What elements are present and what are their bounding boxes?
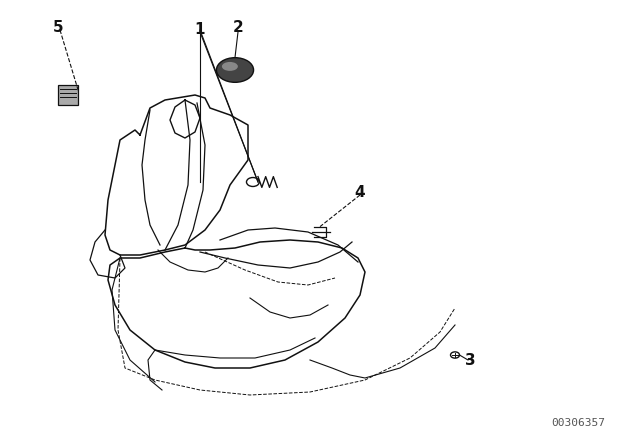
Ellipse shape xyxy=(216,58,253,82)
Ellipse shape xyxy=(222,62,238,71)
Text: 5: 5 xyxy=(52,21,63,35)
FancyBboxPatch shape xyxy=(58,85,78,105)
Text: 2: 2 xyxy=(232,21,243,35)
Text: 00306357: 00306357 xyxy=(551,418,605,428)
Text: 3: 3 xyxy=(465,353,476,367)
Text: 1: 1 xyxy=(195,22,205,38)
Text: 4: 4 xyxy=(355,185,365,199)
